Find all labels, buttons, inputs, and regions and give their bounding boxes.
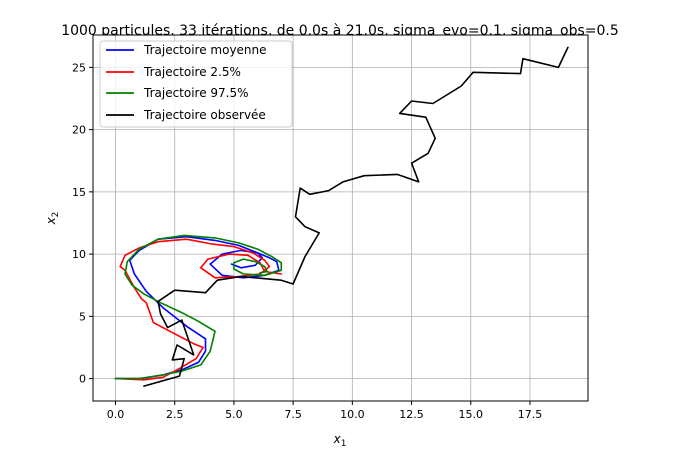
series-line-trajectoire-observee (143, 46, 569, 387)
series-layer (114, 46, 569, 387)
x-tick-label-7: 17.5 (518, 408, 543, 421)
legend-label-trajectoire-2-5: Trajectoire 2.5% (143, 65, 241, 79)
y-axis-label-sub: 2 (51, 212, 61, 218)
x-axis-label: x1 (333, 432, 347, 449)
svg-text:x1: x1 (333, 432, 347, 449)
legend-label-trajectoire-observee: Trajectoire observée (143, 108, 266, 122)
x-axis-label-sub: 1 (341, 439, 347, 449)
x-tick-label-0: 0.0 (107, 408, 125, 421)
y-tick-label-2: 10 (72, 248, 86, 261)
y-tick-label-0: 0 (79, 373, 86, 386)
y-axis: 0 5 10 15 20 25 (72, 61, 93, 386)
plot-frame (92, 34, 589, 402)
x-tick-label-2: 5.0 (225, 408, 243, 421)
y-tick-label-5: 25 (72, 61, 86, 74)
x-tick-label-1: 2.5 (166, 408, 184, 421)
legend: Trajectoire moyenne Trajectoire 2.5% Tra… (99, 40, 293, 128)
x-axis-label-base: x (333, 432, 342, 446)
series-line-trajectoire-97-5 (114, 234, 283, 380)
y-tick-label-1: 5 (79, 310, 86, 323)
series-line-trajectoire-2-5 (114, 238, 283, 381)
x-tick-label-3: 7.5 (284, 408, 302, 421)
y-axis-label: x2 (44, 212, 61, 226)
legend-label-trajectoire-moyenne: Trajectoire moyenne (143, 43, 267, 57)
svg-text:x2: x2 (44, 212, 61, 226)
y-tick-label-3: 15 (72, 186, 86, 199)
legend-label-trajectoire-97-5: Trajectoire 97.5% (143, 86, 249, 100)
x-tick-label-4: 10.0 (340, 408, 365, 421)
y-tick-label-4: 20 (72, 124, 86, 137)
x-tick-label-5: 12.5 (399, 408, 424, 421)
legend-box (99, 40, 293, 128)
series-line-trajectoire-moyenne (114, 235, 280, 380)
y-axis-label-base: x (44, 216, 58, 225)
x-tick-label-6: 15.0 (459, 408, 484, 421)
grid-layer (93, 35, 588, 401)
x-axis: 0.0 2.5 5.0 7.5 10.0 12.5 15.0 17.5 (107, 401, 542, 421)
